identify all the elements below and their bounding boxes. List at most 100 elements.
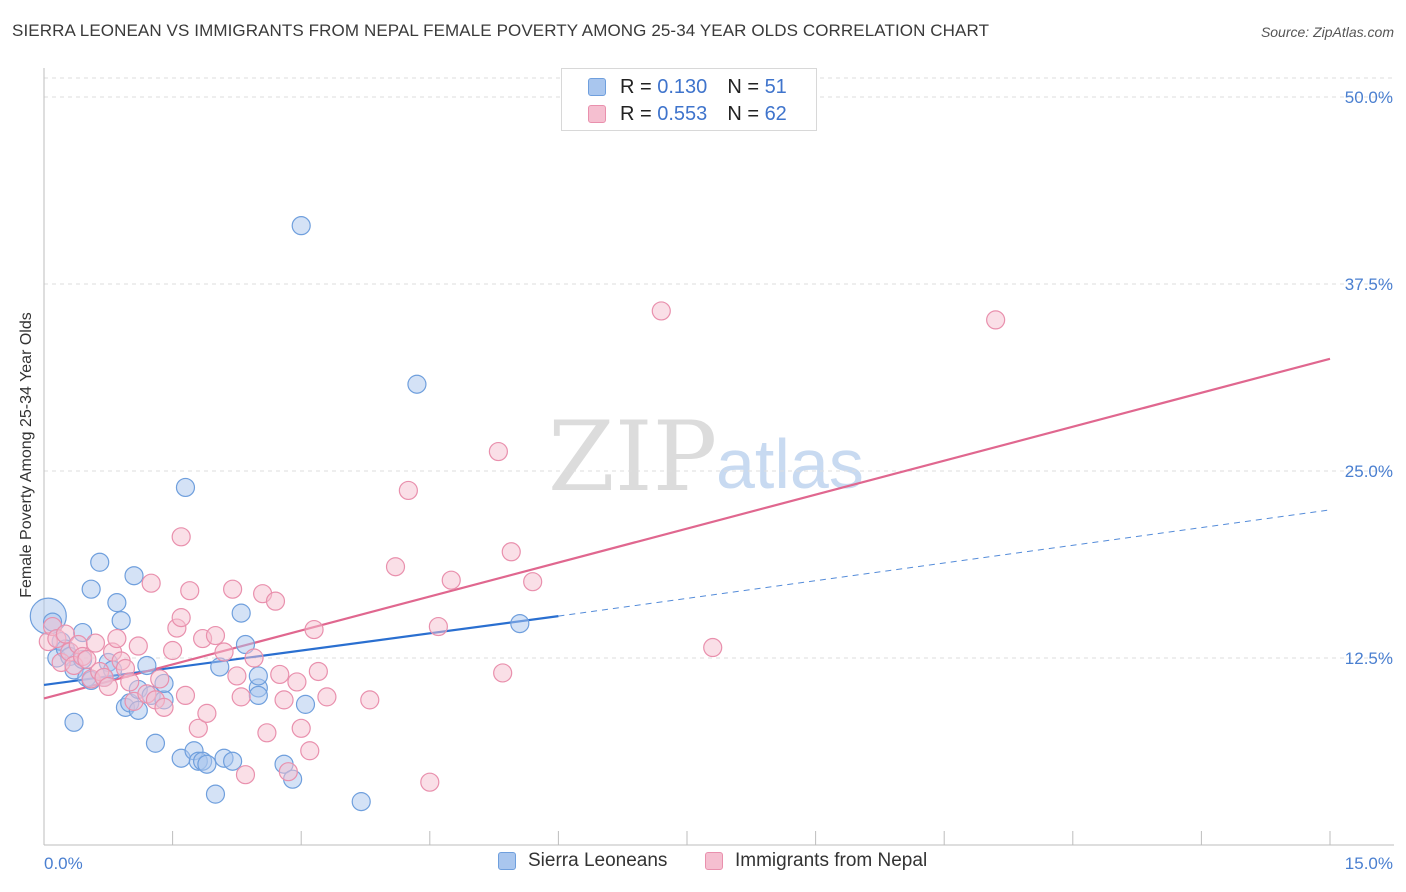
point-pink-53 [308, 661, 328, 682]
point-pink-29 [171, 527, 191, 547]
point-pink-39 [227, 666, 247, 686]
point-pink-42 [244, 648, 264, 668]
legend-row-sierra-leoneans: R = 0.130 N = 51 [588, 74, 787, 100]
point-pink-11 [85, 633, 106, 653]
point-blue-16 [107, 593, 127, 613]
point-pink-26 [154, 697, 174, 717]
watermark-zip: ZIP [548, 401, 717, 513]
point-blue-50 [64, 712, 84, 732]
y-tick-label-2: 37.5% [1345, 275, 1393, 294]
point-pink-49 [287, 672, 307, 692]
legend-r-value-blue: 0.130 [657, 75, 708, 98]
point-pink-67 [986, 310, 1006, 330]
point-pink-41 [235, 765, 256, 785]
point-blue-23 [137, 655, 157, 676]
y-tick-label-1: 25.0% [1345, 462, 1393, 481]
point-blue-25 [145, 733, 166, 753]
point-pink-31 [175, 685, 196, 706]
point-blue-11 [81, 579, 101, 599]
point-blue-34 [205, 784, 226, 804]
point-pink-52 [304, 619, 324, 640]
point-pink-51 [300, 741, 320, 761]
point-blue-17 [111, 610, 131, 631]
correlation-legend: R = 0.130 N = 51 R = 0.553 N = 62 [561, 68, 817, 131]
legend-row-nepal: R = 0.553 N = 62 [588, 101, 787, 127]
point-pink-66 [703, 637, 723, 658]
legend-n-label: N = [727, 102, 759, 125]
watermark-atlas: atlas [716, 425, 864, 503]
legend-n-value-pink: 62 [764, 102, 787, 125]
legend-n-value-blue: 51 [764, 75, 787, 98]
point-pink-58 [420, 772, 440, 792]
y-tick-label-0: 12.5% [1345, 649, 1393, 668]
point-pink-23 [141, 573, 161, 593]
point-pink-61 [488, 441, 508, 462]
point-blue-29 [175, 477, 196, 498]
point-pink-38 [223, 579, 243, 599]
point-pink-9 [77, 649, 97, 670]
point-pink-46 [270, 664, 290, 685]
point-pink-33 [188, 718, 208, 738]
legend-label-nepal: Immigrants from Nepal [735, 850, 928, 871]
point-blue-47 [351, 792, 371, 812]
legend-r-label: R = [620, 102, 652, 125]
legend-r-value-pink: 0.553 [657, 102, 708, 125]
point-pink-63 [501, 542, 521, 562]
point-blue-41 [248, 685, 268, 706]
legend-swatch-pink [705, 852, 723, 870]
point-blue-36 [223, 751, 243, 771]
point-blue-39 [235, 634, 256, 655]
x-tick-label-max: 15.0% [1345, 854, 1393, 873]
trend-line-extension-blue [558, 509, 1331, 617]
trend-line-pink [43, 357, 1331, 700]
point-pink-21 [128, 636, 148, 656]
point-pink-14 [98, 676, 118, 697]
legend-item-nepal[interactable]: Immigrants from Nepal [705, 850, 927, 872]
point-pink-62 [493, 663, 513, 683]
series-blue [29, 216, 530, 812]
point-pink-65 [651, 301, 671, 321]
point-pink-64 [523, 572, 543, 592]
point-pink-25 [150, 669, 170, 689]
point-pink-35 [197, 703, 217, 723]
point-pink-59 [428, 616, 448, 637]
x-tick-label-min: 0.0% [44, 854, 83, 873]
legend-swatch-pink [588, 105, 606, 123]
point-pink-36 [205, 625, 226, 646]
point-pink-47 [274, 690, 294, 710]
point-blue-48 [407, 374, 427, 394]
point-pink-16 [107, 628, 127, 649]
point-pink-19 [120, 672, 140, 692]
point-pink-56 [385, 557, 406, 577]
y-tick-label-3: 50.0% [1345, 88, 1393, 107]
source-label: Source: ZipAtlas.com [1260, 24, 1394, 40]
legend-item-sierra-leoneans[interactable]: Sierra Leoneans [498, 850, 667, 872]
point-pink-40 [231, 687, 251, 707]
point-pink-54 [317, 687, 337, 707]
point-pink-44 [257, 723, 277, 743]
legend-n-label: N = [727, 75, 759, 98]
legend-label-sierra-leoneans: Sierra Leoneans [528, 850, 668, 871]
point-pink-37 [214, 642, 234, 662]
point-pink-55 [360, 690, 380, 710]
series-pink [38, 301, 1006, 792]
point-blue-49 [510, 613, 530, 634]
point-pink-45 [265, 591, 286, 611]
point-blue-45 [291, 216, 311, 236]
point-pink-48 [278, 762, 298, 782]
chart-title: SIERRA LEONEAN VS IMMIGRANTS FROM NEPAL … [12, 21, 990, 40]
point-pink-32 [180, 581, 200, 601]
point-blue-42 [248, 666, 268, 686]
point-pink-57 [398, 480, 418, 501]
point-pink-50 [291, 718, 311, 738]
legend-r-label: R = [620, 75, 652, 98]
point-blue-20 [124, 566, 144, 586]
point-blue-38 [231, 603, 251, 623]
point-pink-27 [163, 640, 183, 661]
point-pink-30 [171, 608, 191, 628]
point-blue-12 [90, 552, 110, 572]
point-blue-46 [295, 694, 316, 714]
point-blue-33 [197, 754, 217, 774]
point-pink-4 [55, 624, 76, 644]
